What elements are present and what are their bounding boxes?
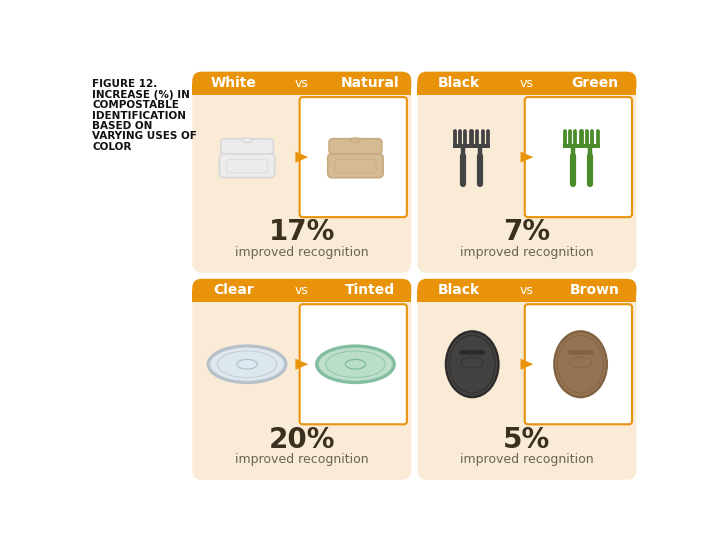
Text: improved recognition: improved recognition bbox=[460, 453, 594, 466]
Text: vs: vs bbox=[295, 77, 308, 90]
FancyBboxPatch shape bbox=[226, 159, 268, 173]
Ellipse shape bbox=[316, 346, 395, 383]
FancyBboxPatch shape bbox=[300, 304, 407, 424]
FancyBboxPatch shape bbox=[418, 72, 636, 95]
Text: vs: vs bbox=[295, 284, 308, 297]
Bar bbox=[192, 83, 411, 95]
Text: 7%: 7% bbox=[503, 218, 550, 246]
FancyBboxPatch shape bbox=[192, 72, 411, 95]
Bar bbox=[192, 290, 411, 302]
Ellipse shape bbox=[243, 138, 252, 143]
Polygon shape bbox=[296, 359, 308, 370]
FancyBboxPatch shape bbox=[459, 350, 485, 355]
Text: COMPOSTABLE: COMPOSTABLE bbox=[92, 100, 179, 110]
FancyBboxPatch shape bbox=[525, 304, 632, 424]
Ellipse shape bbox=[554, 331, 607, 397]
Text: Black: Black bbox=[438, 283, 480, 298]
FancyBboxPatch shape bbox=[221, 139, 273, 154]
Text: improved recognition: improved recognition bbox=[235, 246, 368, 259]
Text: INCREASE (%) IN: INCREASE (%) IN bbox=[92, 90, 190, 100]
Ellipse shape bbox=[345, 359, 366, 369]
Polygon shape bbox=[521, 152, 533, 163]
FancyBboxPatch shape bbox=[192, 279, 411, 480]
Text: Natural: Natural bbox=[341, 76, 399, 90]
Text: vs: vs bbox=[520, 284, 534, 297]
FancyBboxPatch shape bbox=[418, 279, 636, 302]
Ellipse shape bbox=[208, 346, 286, 383]
Text: IDENTIFICATION: IDENTIFICATION bbox=[92, 110, 186, 121]
Bar bbox=[418, 290, 636, 302]
Text: 5%: 5% bbox=[503, 425, 550, 454]
Text: 20%: 20% bbox=[268, 425, 335, 454]
FancyBboxPatch shape bbox=[418, 72, 636, 272]
FancyBboxPatch shape bbox=[192, 72, 411, 272]
Text: Black: Black bbox=[438, 76, 480, 90]
Ellipse shape bbox=[217, 351, 277, 377]
Text: 17%: 17% bbox=[268, 218, 335, 246]
FancyBboxPatch shape bbox=[300, 97, 407, 217]
FancyBboxPatch shape bbox=[418, 279, 636, 480]
FancyBboxPatch shape bbox=[335, 159, 376, 173]
Ellipse shape bbox=[326, 351, 385, 377]
Ellipse shape bbox=[446, 331, 498, 397]
Text: vs: vs bbox=[520, 77, 534, 90]
FancyBboxPatch shape bbox=[525, 97, 632, 217]
FancyBboxPatch shape bbox=[328, 153, 383, 177]
Text: White: White bbox=[211, 76, 257, 90]
Polygon shape bbox=[521, 359, 533, 370]
Text: Brown: Brown bbox=[570, 283, 620, 298]
Text: improved recognition: improved recognition bbox=[235, 453, 368, 466]
Text: FIGURE 12.: FIGURE 12. bbox=[92, 79, 158, 90]
Polygon shape bbox=[296, 152, 308, 163]
FancyBboxPatch shape bbox=[329, 139, 382, 154]
Text: Green: Green bbox=[571, 76, 618, 90]
Bar bbox=[418, 83, 636, 95]
Text: VARYING USES OF: VARYING USES OF bbox=[92, 132, 197, 141]
Text: Clear: Clear bbox=[213, 283, 254, 298]
Ellipse shape bbox=[351, 138, 360, 143]
Text: COLOR: COLOR bbox=[92, 142, 131, 152]
FancyBboxPatch shape bbox=[219, 153, 275, 177]
Text: BASED ON: BASED ON bbox=[92, 121, 153, 131]
Text: improved recognition: improved recognition bbox=[460, 246, 594, 259]
Ellipse shape bbox=[237, 359, 257, 369]
Text: Tinted: Tinted bbox=[345, 283, 395, 298]
FancyBboxPatch shape bbox=[192, 279, 411, 302]
FancyBboxPatch shape bbox=[568, 350, 593, 355]
